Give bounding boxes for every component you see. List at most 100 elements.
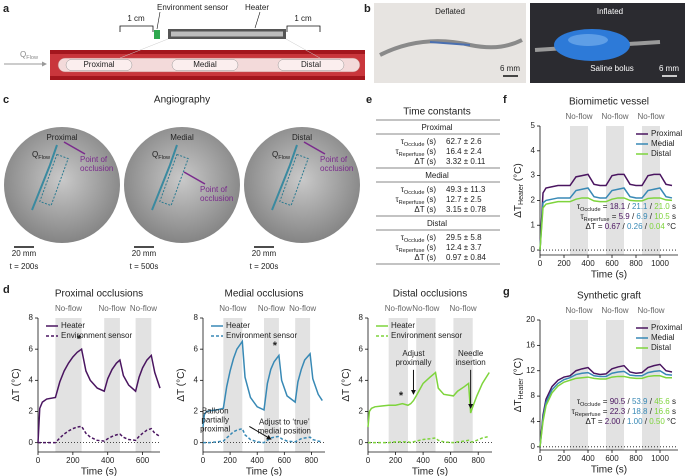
x-axis-label: Time (s) — [81, 467, 117, 476]
text-part: / — [643, 222, 650, 231]
y-tick-label: 6 — [194, 344, 199, 353]
text-part: = — [601, 397, 610, 406]
x-axis-label: Time (s) — [246, 467, 282, 476]
chart-title: Distal occlusions — [393, 289, 467, 300]
legend-label: Proximal — [651, 129, 682, 138]
text-part: (°C) — [176, 368, 187, 389]
text-part: τ — [395, 195, 399, 204]
text-part: 18.8 — [632, 407, 648, 416]
scale-label: 6 mm — [659, 64, 679, 73]
device-diagram: Proximal Medial Distal QFlow 1 cm 1 cm E… — [4, 3, 365, 80]
device-outline — [159, 153, 189, 207]
text-part: / — [648, 397, 655, 406]
x-tick-label: 600 — [605, 259, 619, 268]
row-value: 3.32 ± 0.11 — [446, 157, 486, 166]
annotation: medial position — [258, 427, 311, 436]
text-part: s — [670, 202, 676, 211]
text-part: °C — [665, 417, 676, 426]
no-flow-label: No-flow — [99, 304, 126, 313]
series-line — [203, 427, 323, 444]
scale-label: 20 mm — [12, 249, 37, 258]
text-part: Occlude — [580, 207, 601, 213]
text-part: Reperfuse — [399, 152, 425, 158]
y-tick-label: 4 — [531, 146, 536, 155]
flow-label: QFlow — [272, 150, 291, 161]
x-tick-label: 600 — [136, 456, 150, 465]
bracket — [119, 25, 154, 32]
panel-label: d — [3, 284, 10, 296]
text-part: 2.00 — [605, 417, 621, 426]
y-tick-label: 3 — [531, 171, 536, 180]
text-part: (s) — [424, 137, 436, 146]
text-part: 0.67 — [605, 222, 621, 231]
x-tick-label: 0 — [538, 454, 543, 463]
text-part: (s) — [424, 157, 436, 166]
table-title: Time constants — [403, 107, 470, 118]
text-part: (°C) — [513, 358, 524, 379]
no-flow-label: No-flow — [219, 304, 246, 313]
x-tick-label: 600 — [278, 456, 292, 465]
text-part: Reperfuse — [399, 248, 425, 254]
no-flow-label: No-flow — [565, 306, 592, 315]
no-flow-region — [295, 318, 311, 452]
stat-row: τOcclude = 90.5 / 53.9 / 45.6 s — [577, 397, 676, 408]
row-label: ΔT (s) — [414, 253, 436, 262]
y-tick-label: 8 — [194, 313, 199, 322]
x-axis-label: Time (s) — [591, 270, 627, 281]
no-flow-region — [223, 318, 243, 452]
legend-label: Heater — [61, 321, 85, 330]
x-tick-label: 600 — [444, 456, 458, 465]
y-axis-label: ΔT (°C) — [176, 368, 187, 401]
x-tick-label: 200 — [557, 454, 571, 463]
text-part: 16.6 — [654, 407, 670, 416]
scale-label: 6 mm — [500, 64, 520, 73]
y-tick-label: 4 — [29, 375, 34, 384]
sensor-label: Environment sensor — [157, 3, 228, 12]
text-part: ΔT — [513, 399, 524, 412]
segment-label: Proximal — [83, 60, 114, 69]
x-tick-label: 400 — [251, 456, 265, 465]
text-part: Heater — [518, 183, 525, 205]
series-line — [368, 435, 490, 444]
y-axis-label: ΔTHeater (°C) — [513, 358, 526, 412]
text-part: Occlude — [404, 142, 425, 148]
no-flow-region — [388, 318, 408, 452]
text-part: 0.26 — [627, 222, 643, 231]
occlusion-arrow — [303, 141, 326, 155]
occlusion-arrow — [63, 141, 86, 155]
occlusion-label: occlusion — [80, 164, 113, 173]
text-part: (°C) — [11, 368, 22, 389]
text-part: 90.5 — [610, 397, 626, 406]
text-part: ΔT — [586, 222, 596, 231]
no-flow-label: No-flow — [412, 304, 439, 313]
legend-label: Medial — [651, 139, 675, 148]
no-flow-region — [104, 318, 120, 452]
balloon-photos: Deflated 6 mm Inflated Saline bolus 6 mm — [374, 3, 685, 83]
x-tick-label: 200 — [557, 259, 571, 268]
scale-label: 20 mm — [132, 249, 157, 258]
text-part: (s) — [424, 253, 436, 262]
occlusion-label: Point of — [200, 185, 228, 194]
x-tick-label: 200 — [223, 456, 237, 465]
x-tick-label: 200 — [66, 456, 80, 465]
text-part: Reperfuse — [575, 412, 601, 418]
text-part: τ — [577, 202, 581, 211]
text-part: °C — [665, 222, 676, 231]
series-line — [539, 173, 673, 251]
vessel-trace — [31, 144, 58, 211]
text-part: 6.9 — [636, 212, 648, 221]
y-tick-label: 5 — [531, 121, 536, 130]
no-flow-label: No-flow — [637, 306, 664, 315]
y-tick-label: 12 — [526, 366, 535, 375]
row-label: τOcclude (s) — [401, 233, 437, 244]
x-tick-label: 1000 — [651, 454, 669, 463]
panel-label: b — [364, 3, 371, 15]
x-tick-label: 400 — [581, 454, 595, 463]
row-label: τOcclude (s) — [401, 137, 437, 148]
annotation: proximally — [395, 358, 431, 367]
time-label: t = 200s — [10, 262, 39, 271]
text-part: Occlude — [404, 190, 425, 196]
legend-label: Heater — [391, 321, 415, 330]
stat-row: τReperfuse = 22.3 / 18.8 / 16.6 s — [572, 407, 676, 418]
no-flow-label: No-flow — [258, 304, 285, 313]
